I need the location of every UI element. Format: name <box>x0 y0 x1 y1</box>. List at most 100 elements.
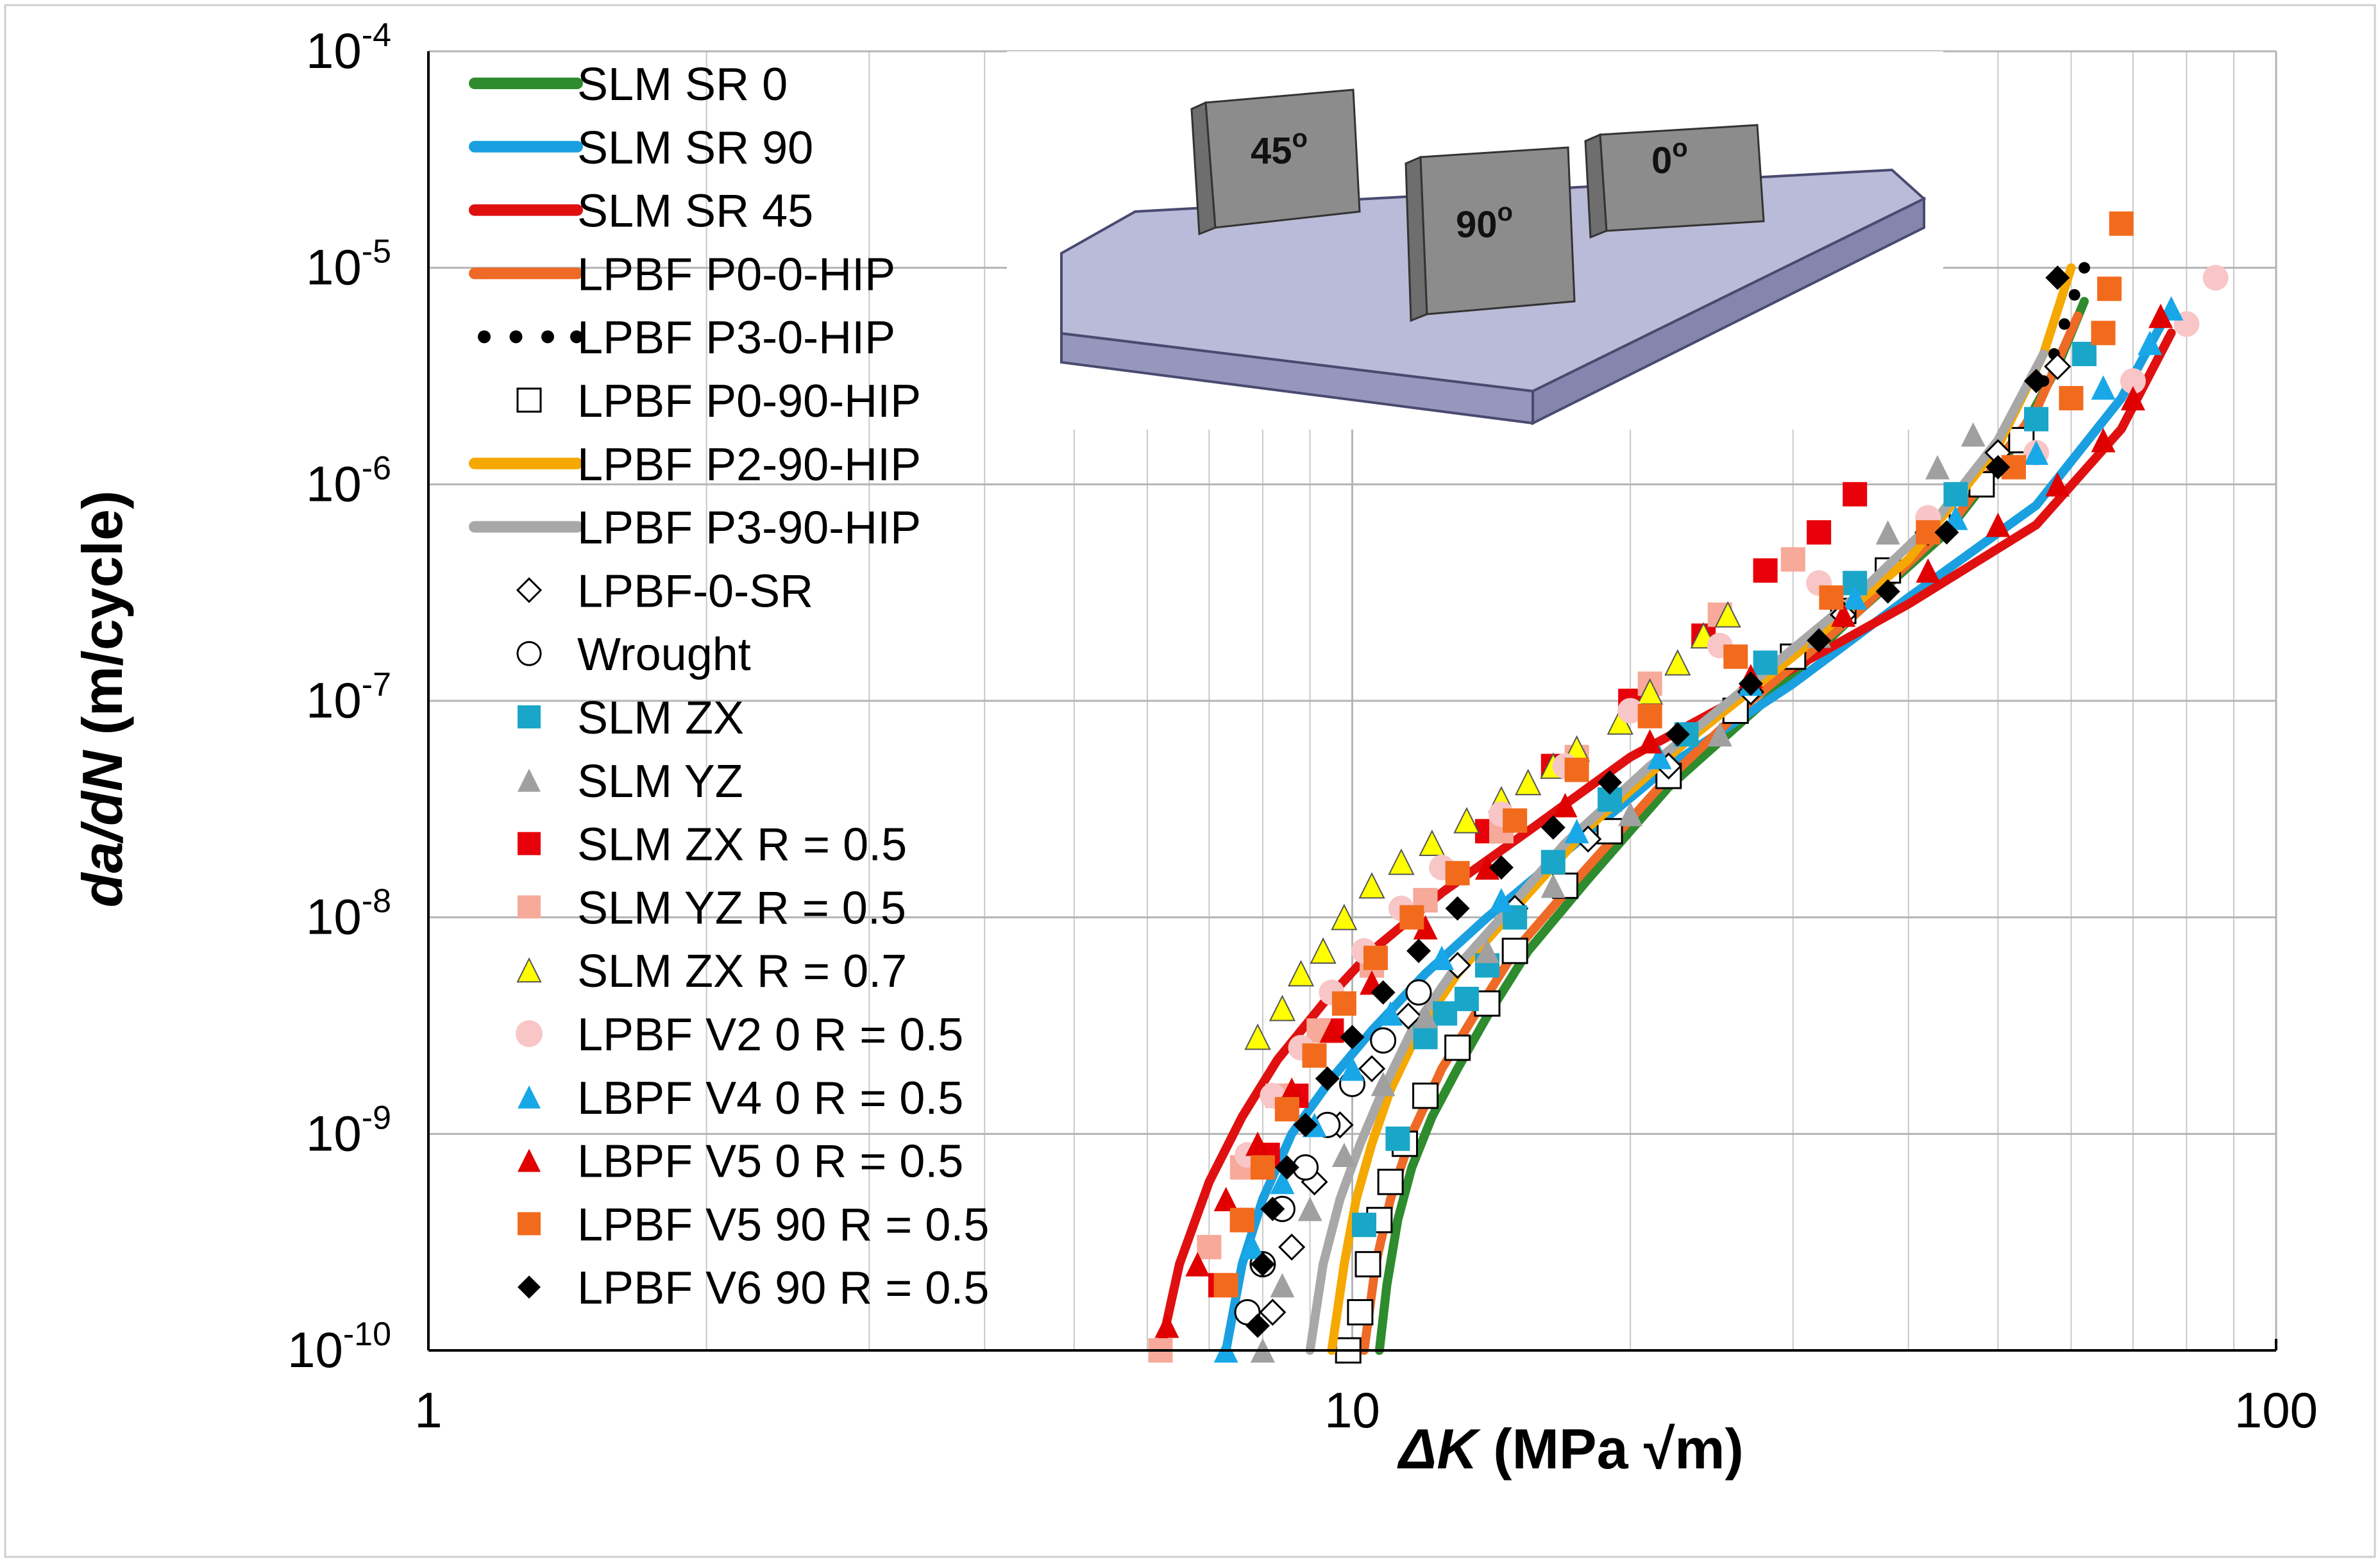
data-point <box>1250 1155 1275 1180</box>
data-point <box>1363 945 1388 970</box>
data-point <box>2023 407 2048 432</box>
data-point <box>1474 990 1501 1017</box>
data-point <box>1540 850 1566 875</box>
data-point <box>1647 744 1672 769</box>
data-point <box>1831 602 1856 627</box>
legend-marker-swatch <box>516 1020 543 1047</box>
y-tick-label: 10-7 <box>306 666 391 728</box>
legend-label: LPBF V2 0 R = 0.5 <box>577 1009 963 1061</box>
data-point <box>1287 960 1315 987</box>
data-point <box>1413 915 1438 940</box>
data-point <box>2072 342 2097 367</box>
series-lpbf-p2-90-hip <box>1327 263 2076 1355</box>
data-point <box>1385 1126 1410 1151</box>
data-point <box>1197 1234 1222 1259</box>
legend-marker-swatch <box>516 641 542 666</box>
data-point <box>1753 650 1778 675</box>
data-point <box>1807 628 1832 653</box>
data-point <box>1618 802 1643 827</box>
y-tick-label: 10-5 <box>306 233 391 296</box>
data-point <box>1753 558 1778 583</box>
specimen-plate-inset: 45o 90o 0o <box>1007 51 1943 430</box>
series-lpbf-v6-90-r-0-5 <box>1245 265 2070 1338</box>
data-point <box>2138 330 2163 355</box>
data-point <box>1501 937 1528 964</box>
specimen-face <box>1599 124 1765 232</box>
data-point <box>1315 1066 1340 1091</box>
data-point <box>1371 980 1396 1005</box>
data-point <box>2078 262 2090 274</box>
legend-entry: LPBF-0-SR <box>516 566 813 617</box>
data-point <box>1331 903 1358 930</box>
legend-label: SLM SR 0 <box>577 59 788 110</box>
data-point <box>1351 1213 1376 1238</box>
legend-entry: SLM SR 45 <box>469 186 813 237</box>
data-point <box>1807 520 1832 545</box>
legend-entry: SLM ZX <box>518 693 744 744</box>
data-point <box>1875 579 1900 604</box>
specimen-block: 0o <box>1584 124 1765 239</box>
data-point <box>1278 1233 1306 1261</box>
series-slm-zx-r-0-7 <box>1244 601 1741 1050</box>
series-line <box>1305 349 2048 1355</box>
data-point <box>1302 1043 1327 1068</box>
legend-dot-swatch <box>509 330 523 344</box>
data-point <box>1310 937 1337 964</box>
data-point <box>1245 1131 1270 1156</box>
y-tick-label: 10-9 <box>306 1099 391 1161</box>
series-lpbf-p3-90-hip <box>1305 349 2048 1355</box>
data-point <box>1637 729 1662 754</box>
legend-marker-swatch <box>518 832 541 855</box>
legend-label: LPBF V5 90 R = 0.5 <box>577 1199 989 1250</box>
data-point <box>2045 265 2070 290</box>
data-point <box>1229 1207 1254 1232</box>
data-point <box>1355 1251 1381 1278</box>
data-point <box>1340 1056 1365 1081</box>
legend-entry: LPBF V2 0 R = 0.5 <box>516 1009 963 1061</box>
data-point <box>1617 698 1644 724</box>
data-point <box>1406 938 1431 963</box>
legend-dot-swatch <box>478 330 491 344</box>
x-axis-title: ΔK (MPa √m) <box>1397 1417 1744 1481</box>
data-point <box>1244 1023 1271 1050</box>
legend-label: SLM YZ <box>577 756 743 807</box>
legend-label: LPBF P3-0-HIP <box>577 312 895 364</box>
legend-label: LPBF P3-90-HIP <box>577 503 921 554</box>
legend-label: LPBF V6 90 R = 0.5 <box>577 1263 989 1314</box>
data-point <box>1250 1252 1275 1277</box>
data-point <box>2091 321 2116 346</box>
data-point <box>1474 855 1499 880</box>
legend-entry: LPBF P3-0-HIP <box>478 312 895 364</box>
legend-entry: LPBF P2-90-HIP <box>469 439 921 491</box>
data-point <box>1394 1002 1422 1030</box>
specimen-angle-label: 90o <box>1456 198 1513 246</box>
legend-label: LPBF P0-90-HIP <box>577 376 921 427</box>
legend-dot-swatch <box>570 330 583 344</box>
legend-marker-swatch <box>518 1148 541 1172</box>
series-lpbf-v5-90-r-0-5 <box>1213 211 2134 1298</box>
data-point <box>1714 601 1741 628</box>
data-point <box>1433 1001 1458 1026</box>
legend-label: SLM ZX <box>577 693 744 744</box>
data-point <box>1553 793 1578 818</box>
data-point <box>1540 815 1566 840</box>
data-point <box>2097 276 2122 301</box>
data-point <box>2044 353 2072 380</box>
data-point <box>1297 1197 1322 1222</box>
data-point <box>1413 1004 1438 1029</box>
specimen-angle-label: 0o <box>1651 134 1688 181</box>
data-point <box>1986 512 2011 537</box>
legend-marker-swatch <box>516 957 542 983</box>
data-point <box>1503 808 1528 833</box>
data-point <box>1738 671 1763 696</box>
data-point <box>2120 368 2146 394</box>
data-point <box>1388 848 1415 875</box>
legend-label: LPBF P2-90-HIP <box>577 439 921 491</box>
legend-marker-swatch <box>518 1085 541 1109</box>
legend-label: SLM ZX R = 0.7 <box>577 946 907 997</box>
data-point <box>1454 986 1479 1011</box>
legend-marker-swatch <box>518 1212 541 1236</box>
legend-marker-swatch <box>518 768 541 792</box>
legend-label: LPBF P0-0-HIP <box>577 249 895 300</box>
